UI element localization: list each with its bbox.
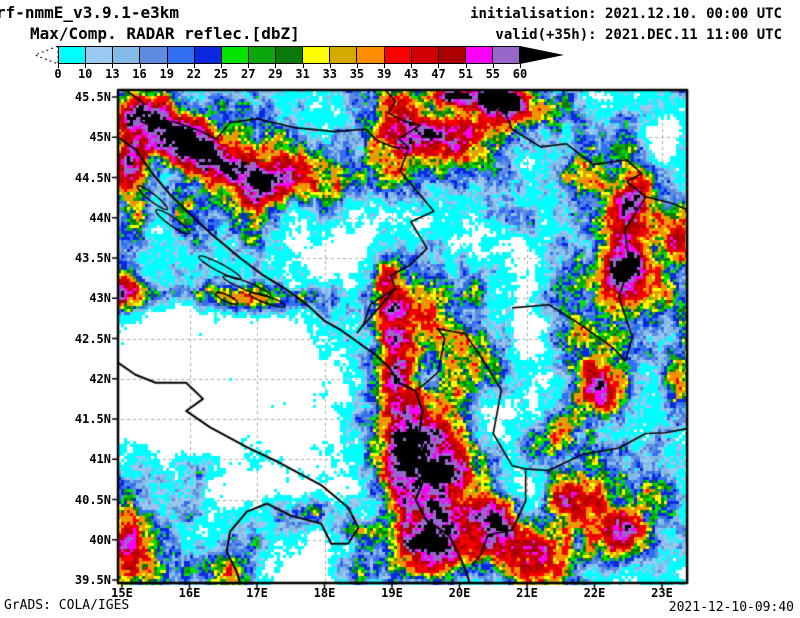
lat-tick-label: 43N bbox=[89, 291, 111, 306]
colorbar-tick bbox=[438, 64, 440, 68]
lat-tick-label: 42N bbox=[89, 371, 111, 386]
colorbar-tick-label: 27 bbox=[241, 67, 256, 81]
model-title: rf-nmmE_v3.9.1-e3km bbox=[0, 3, 180, 22]
colorbar-segment bbox=[221, 47, 249, 63]
colorbar-tick-label: 22 bbox=[186, 67, 202, 81]
lat-tick-label: 40N bbox=[89, 532, 111, 547]
colorbar-segment bbox=[303, 47, 331, 63]
colorbar-segment bbox=[167, 47, 195, 63]
colorbar-segment bbox=[493, 47, 520, 63]
colorbar-segment bbox=[194, 47, 222, 63]
colorbar-tick bbox=[356, 64, 358, 68]
colorbar-segment bbox=[113, 47, 141, 63]
colorbar-segment bbox=[140, 47, 168, 63]
lon-tick-label: 17E bbox=[246, 586, 268, 600]
creation-timestamp: 2021-12-10-09:40 bbox=[668, 600, 794, 615]
colorbar-segment bbox=[384, 47, 412, 63]
lon-tick-label: 18E bbox=[313, 586, 336, 600]
colorbar bbox=[58, 46, 520, 64]
colorbar-tick bbox=[112, 64, 114, 68]
colorbar-tick-label: 0 bbox=[54, 67, 62, 81]
colorbar-tick bbox=[465, 64, 467, 68]
colorbar-segment bbox=[248, 47, 276, 63]
colorbar-tick-label: 60 bbox=[512, 67, 528, 81]
colorbar-tick-label: 31 bbox=[295, 67, 310, 81]
lon-tick-label: 15E bbox=[111, 586, 133, 600]
colorbar-segment bbox=[411, 47, 439, 63]
colorbar-segment bbox=[438, 47, 466, 63]
colorbar-tick-label: 51 bbox=[458, 67, 473, 81]
colorbar-tick-label: 43 bbox=[404, 67, 419, 81]
colorbar-tick-label: 47 bbox=[431, 67, 446, 81]
colorbar-tick-label: 13 bbox=[105, 67, 120, 81]
colorbar-segment bbox=[465, 47, 493, 63]
colorbar-tick bbox=[193, 64, 195, 68]
colorbar-overflow-arrow-icon bbox=[520, 46, 564, 64]
colorbar-segment bbox=[330, 47, 358, 63]
lat-tick-label: 39.5N bbox=[74, 573, 111, 587]
colorbar-tick bbox=[384, 64, 386, 68]
colorbar-tick bbox=[58, 64, 59, 68]
colorbar-segment bbox=[86, 47, 114, 63]
lat-tick-label: 40.5N bbox=[74, 492, 111, 507]
lon-tick-label: 22E bbox=[583, 586, 606, 600]
lon-tick-label: 21E bbox=[516, 586, 538, 600]
colorbar-segment bbox=[59, 47, 87, 63]
colorbar-tick bbox=[248, 64, 250, 68]
colorbar-tick bbox=[139, 64, 141, 68]
colorbar-tick-label: 25 bbox=[213, 67, 229, 81]
colorbar-tick-label: 35 bbox=[349, 67, 365, 81]
colorbar-tick-label: 16 bbox=[132, 67, 147, 81]
init-time-label: initialisation: 2021.12.10. 00:00 UTC bbox=[470, 6, 782, 22]
colorbar-tick-label: 33 bbox=[322, 67, 337, 81]
colorbar-tick bbox=[329, 64, 331, 68]
colorbar-tick bbox=[302, 64, 304, 68]
lat-tick-label: 44.5N bbox=[74, 170, 111, 185]
lat-tick-label: 43.5N bbox=[74, 251, 111, 265]
colorbar-tick bbox=[166, 64, 168, 68]
colorbar-tick bbox=[275, 64, 277, 68]
lat-tick-label: 45.5N bbox=[74, 90, 111, 104]
colorbar-tick bbox=[221, 64, 223, 68]
lat-tick-label: 45N bbox=[89, 130, 111, 145]
colorbar-tick-label: 19 bbox=[159, 67, 174, 81]
lat-tick-label: 42.5N bbox=[74, 331, 111, 346]
lat-tick-label: 41.5N bbox=[74, 412, 111, 426]
lon-tick-label: 16E bbox=[178, 586, 201, 600]
colorbar-segment bbox=[276, 47, 304, 63]
colorbar-tick bbox=[411, 64, 413, 68]
lat-tick-label: 44N bbox=[89, 210, 111, 225]
colorbar-tick bbox=[492, 64, 494, 68]
valid-time-label: valid(+35h): 2021.DEC.11 11:00 UTC bbox=[495, 27, 782, 43]
colorbar-tick-label: 10 bbox=[77, 67, 93, 81]
lon-tick-label: 19E bbox=[381, 586, 403, 600]
field-title: Max/Comp. RADAR reflec.[dbZ] bbox=[30, 24, 300, 43]
colorbar-tick-label: 39 bbox=[376, 67, 392, 81]
radar-map-canvas bbox=[100, 82, 700, 594]
lon-tick-label: 20E bbox=[448, 586, 471, 600]
colorbar-tick-label: 29 bbox=[268, 67, 283, 81]
colorbar-tick-label: 55 bbox=[485, 67, 501, 81]
grads-credit-label: GrADS: COLA/IGES bbox=[4, 598, 130, 613]
lat-tick-label: 41N bbox=[89, 452, 111, 467]
colorbar-tick bbox=[520, 64, 521, 68]
colorbar-segment bbox=[357, 47, 385, 63]
colorbar-underflow-arrow-icon bbox=[33, 45, 59, 65]
colorbar-tick bbox=[85, 64, 87, 68]
lon-tick-label: 23E bbox=[651, 586, 673, 600]
